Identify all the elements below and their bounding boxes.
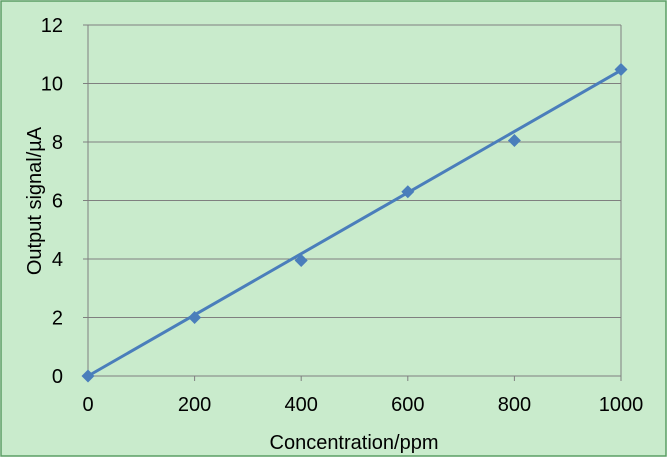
trendline (86, 68, 623, 378)
y-tick-label-6: 12 (41, 15, 63, 37)
x-tick-label-2: 400 (285, 394, 318, 416)
x-tick-label-4: 800 (498, 394, 531, 416)
data-point-0-1 (188, 311, 202, 324)
tick-labels: 0 200 400 600 800 1000 0 2 4 6 8 10 12 (41, 15, 644, 416)
data-point-0-3 (401, 185, 415, 199)
data-point-0-4 (507, 134, 521, 148)
x-tick-label-3: 600 (391, 394, 424, 416)
x-tick-label-5: 1000 (599, 394, 644, 416)
y-tick-label-5: 10 (41, 74, 63, 96)
series (81, 62, 628, 383)
x-tick-label-1: 200 (178, 394, 211, 416)
data-point-0-0 (81, 369, 95, 383)
x-axis-label: Concentration/ppm (270, 432, 439, 454)
gridlines (88, 24, 622, 376)
y-tick-label-4: 8 (52, 132, 63, 154)
y-tick-label-3: 6 (52, 191, 63, 213)
y-tick-label-1: 2 (52, 308, 63, 330)
y-axis-label: Output signal/µA (24, 126, 46, 275)
y-tick-label-2: 4 (52, 249, 63, 271)
data-point-0-2 (294, 253, 308, 267)
data-point-0-5 (614, 62, 628, 76)
y-tick-label-0: 0 (52, 366, 63, 388)
x-tick-label-0: 0 (82, 394, 93, 416)
axes (83, 24, 622, 381)
